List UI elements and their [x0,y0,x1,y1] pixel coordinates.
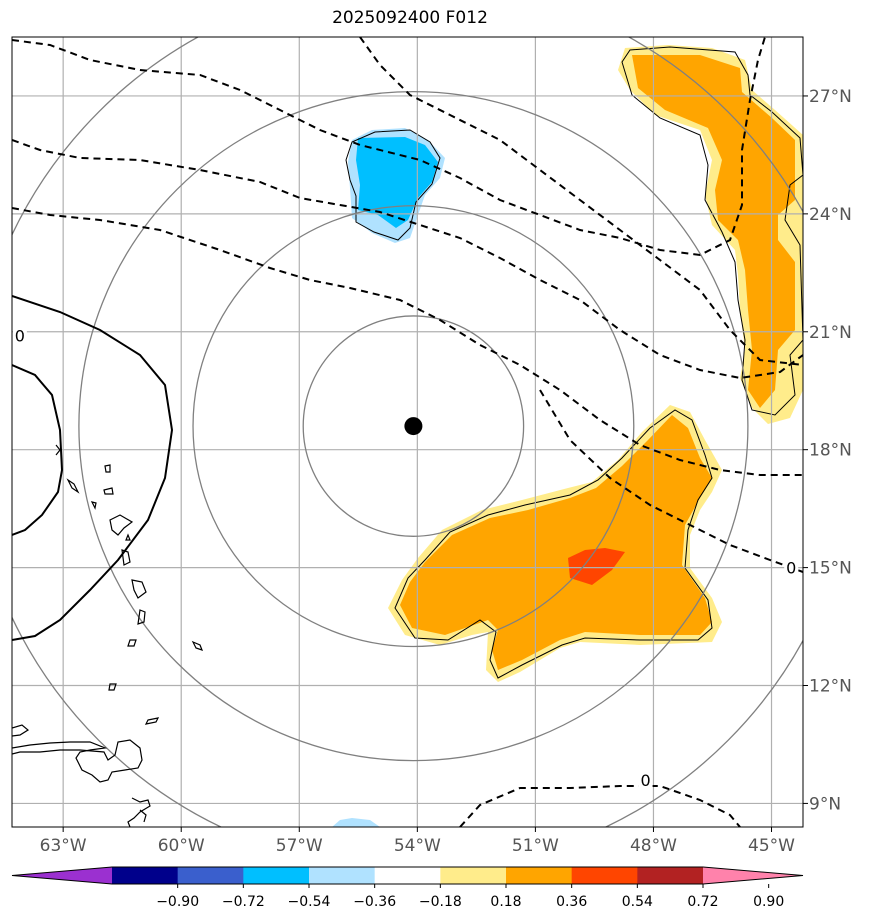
latitude-tick-label: 24°N [809,205,852,225]
latitude-tick-label: 15°N [809,559,852,579]
longitude-tick-label: 45°W [748,836,795,856]
map-title: 2025092400 F012 [332,8,488,28]
contour-label: 0 [15,327,25,346]
longitude-tick-label: 60°W [158,836,205,856]
colorbar-tick-label: −0.54 [288,894,331,910]
longitude-tick-label: 48°W [630,836,677,856]
colorbar-tick-label: −0.90 [156,894,199,910]
longitude-tick-label: 54°W [394,836,441,856]
latitude-tick-label: 18°N [809,441,852,461]
contour-label-background [12,325,27,344]
colorbar-segment [374,867,441,884]
colorbar-outline [11,866,804,885]
colorbar-segment [309,867,376,884]
range-ring [302,315,525,537]
map-plot-area: 0 0 0 [12,37,803,827]
colorbar-segment [571,867,638,884]
latitude-tick-label: 12°N [809,677,852,697]
range-ring [78,90,749,762]
range-rings [12,37,803,827]
range-ring [192,205,635,648]
contour-label: 0 [786,559,796,578]
dashed-contours [12,37,803,827]
longitude-tick-label: 63°W [40,836,87,856]
contour-label: 0 [640,771,650,790]
colorbar-tick-label: −0.72 [222,894,265,910]
colorbar-segment [506,867,573,884]
colorbar-tick-label: 0.54 [622,894,653,910]
negative-anomaly-patch-south [332,818,380,827]
longitude-tick-label: 51°W [512,836,559,856]
contour-label-background [638,769,653,788]
colorbar-tick-label: −0.18 [419,894,462,910]
colorbar-segment [637,867,704,884]
latitude-tick-label: 21°N [809,323,852,343]
colorbar-tick-label: 0.72 [687,894,718,910]
contour-labels: 0 0 0 [12,325,799,790]
longitude-tick-label: 57°W [276,836,323,856]
colorbar-segment [177,867,244,884]
solid-contours [12,295,174,641]
longitude-tick-labels: 63°W 60°W 57°W 54°W 51°W 48°W 45°W [40,827,795,856]
coastlines [12,444,204,827]
latitude-tick-label: 9°N [809,794,841,814]
colorbar-extension-low [12,867,112,884]
colorbar: −0.90 −0.72 −0.54 −0.36 −0.18 0.18 0.36 0.54 0.7… [11,866,804,910]
latitude-tick-labels: 9°N 12°N 15°N 18°N 21°N 24°N 27°N [803,87,852,814]
colorbar-tick-label: −0.36 [353,894,396,910]
contour-label-background [784,557,799,576]
positive-anomaly-region-southeast [388,405,722,682]
latitude-tick-label: 27°N [809,87,852,107]
storm-center-marker [404,417,423,436]
positive-anomaly-region-northeast [618,45,803,424]
colorbar-segment [243,867,310,884]
map-frame [11,36,804,828]
colorbar-extension-high [703,867,803,884]
colorbar-segment [440,867,507,884]
colorbar-tick-label: 0.36 [556,894,587,910]
colorbar-tick-label: 0.90 [753,894,784,910]
colorbar-tick-label: 0.18 [490,894,521,910]
colorbar-segment [112,867,179,884]
